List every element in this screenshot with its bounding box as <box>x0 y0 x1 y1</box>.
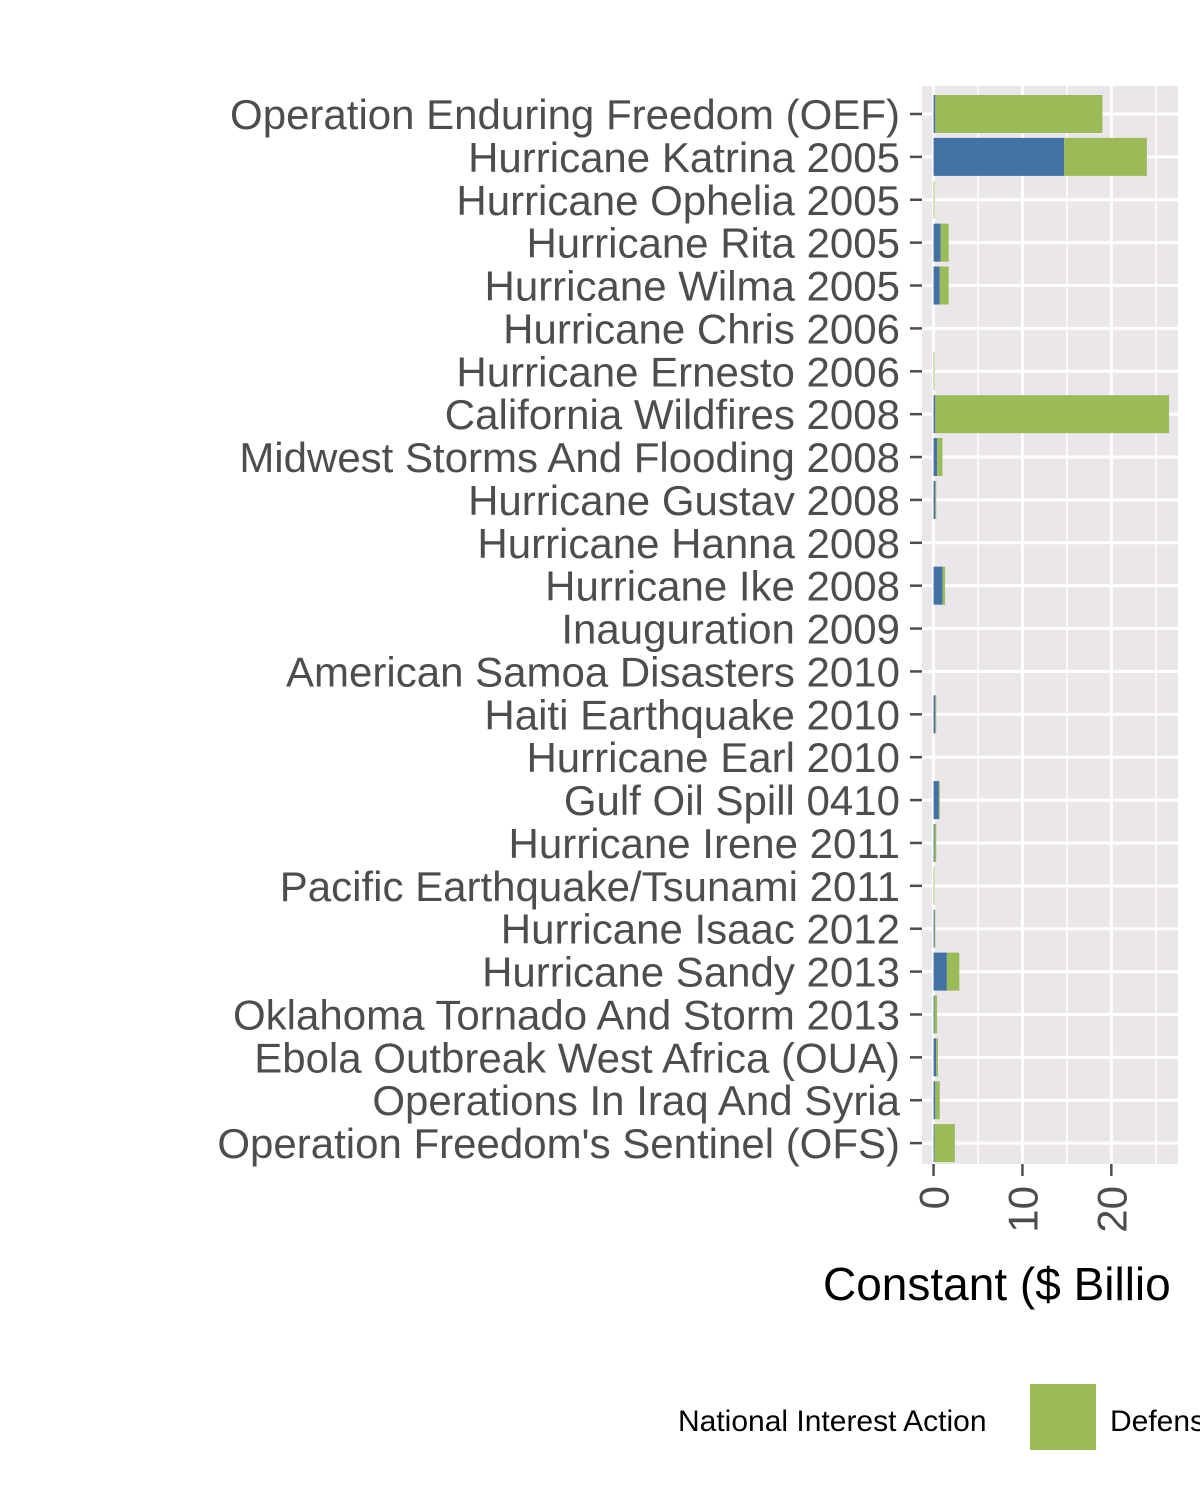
bar-segment-series-1 <box>938 781 940 820</box>
bar-segment-series-1 <box>935 95 1103 133</box>
bar-segment-series-1 <box>934 823 937 862</box>
bar-segment-series-0 <box>933 952 947 991</box>
category-label: Hurricane Isaac 2012 <box>501 906 900 953</box>
bar-segment-series-0 <box>933 909 935 948</box>
category-label: Haiti Earthquake 2010 <box>484 691 900 738</box>
bar-segment-series-0 <box>933 1124 935 1163</box>
grid-minor <box>977 86 1157 1164</box>
category-label: Operations In Iraq And Syria <box>372 1077 900 1124</box>
bar-segment-series-1 <box>942 566 946 605</box>
bar-segment-series-0 <box>933 1038 937 1077</box>
category-label: Oklahoma Tornado And Storm 2013 <box>233 991 900 1038</box>
bar-segment-series-1 <box>939 266 949 305</box>
category-label: Operation Enduring Freedom (OEF) <box>230 91 900 138</box>
bar-segment-series-0 <box>933 223 941 262</box>
category-label: Hurricane Chris 2006 <box>503 305 900 352</box>
bar-segment-series-0 <box>933 823 935 862</box>
bar-segment-series-1 <box>936 1038 938 1077</box>
legend-label-defense: Defens <box>1110 1405 1200 1438</box>
category-label: Ebola Outbreak West Africa (OUA) <box>254 1034 900 1081</box>
category-label: Hurricane Hanna 2008 <box>477 520 900 567</box>
category-label: Hurricane Sandy 2013 <box>482 949 900 996</box>
category-label: Inauguration 2009 <box>561 606 900 653</box>
x-tick-label: 0 <box>911 1186 958 1209</box>
bar-segment-series-0 <box>933 395 936 434</box>
bar-segment-series-0 <box>933 438 938 477</box>
bar-segment-series-0 <box>933 95 936 133</box>
bar-segment-series-1 <box>946 952 960 991</box>
bar-segment-series-1 <box>935 1081 940 1120</box>
category-label: Hurricane Gustav 2008 <box>468 477 900 524</box>
x-axis: 0 10 20 <box>911 1164 1135 1233</box>
category-label: American Samoa Disasters 2010 <box>286 648 900 695</box>
legend-key-defense <box>1030 1384 1096 1450</box>
bar-segment-series-0 <box>933 695 936 734</box>
bar-segment-series-1 <box>934 995 938 1034</box>
category-label: Operation Freedom's Sentinel (OFS) <box>217 1120 900 1167</box>
bar-segment-series-1 <box>933 180 935 219</box>
category-label: Pacific Earthquake/Tsunami 2011 <box>280 863 900 910</box>
plot-panel <box>922 86 1178 1164</box>
bar-segment-series-1 <box>933 866 935 905</box>
category-label: Hurricane Wilma 2005 <box>485 263 901 310</box>
legend-title: National Interest Action <box>678 1405 987 1438</box>
category-label: Hurricane Katrina 2005 <box>468 134 900 181</box>
category-label: Hurricane Earl 2010 <box>526 734 900 781</box>
bar-segment-series-0 <box>933 1081 936 1120</box>
category-label: Hurricane Ophelia 2005 <box>456 177 900 224</box>
bar-segment-series-1 <box>1064 137 1147 176</box>
bar-segment-series-1 <box>937 438 943 477</box>
bar-segment-series-1 <box>940 223 949 262</box>
bar-segment-series-0 <box>933 566 943 605</box>
category-label: Midwest Storms And Flooding 2008 <box>239 434 900 481</box>
bar-segment-series-0 <box>933 137 1065 176</box>
bar-segment-series-0 <box>933 781 939 820</box>
bars <box>933 95 1170 1163</box>
bar-segment-series-1 <box>934 909 936 948</box>
category-label: Gulf Oil Spill 0410 <box>564 777 900 824</box>
category-label: Hurricane Ernesto 2006 <box>456 348 900 395</box>
category-label: Hurricane Rita 2005 <box>526 220 900 267</box>
y-axis: Operation Enduring Freedom (OEF)Hurrican… <box>217 91 922 1167</box>
bar-segment-series-0 <box>933 266 940 305</box>
category-label: Hurricane Irene 2011 <box>509 820 900 867</box>
x-axis-title: Constant ($ Billio <box>823 1258 1171 1310</box>
bar-segment-series-1 <box>933 352 935 391</box>
category-label: Hurricane Ike 2008 <box>545 563 900 610</box>
x-tick-label: 10 <box>999 1186 1046 1233</box>
x-tick-label: 20 <box>1088 1186 1135 1233</box>
bar-segment-series-1 <box>935 395 1170 434</box>
legend: National Interest Action Defens <box>678 1384 1200 1450</box>
category-label: California Wildfires 2008 <box>445 391 900 438</box>
bar-segment-series-0 <box>933 480 936 519</box>
bar-segment-series-1 <box>935 480 937 519</box>
bar-segment-series-1 <box>934 1124 955 1163</box>
bar-segment-series-1 <box>935 695 937 734</box>
bar-segment-series-0 <box>933 995 935 1034</box>
